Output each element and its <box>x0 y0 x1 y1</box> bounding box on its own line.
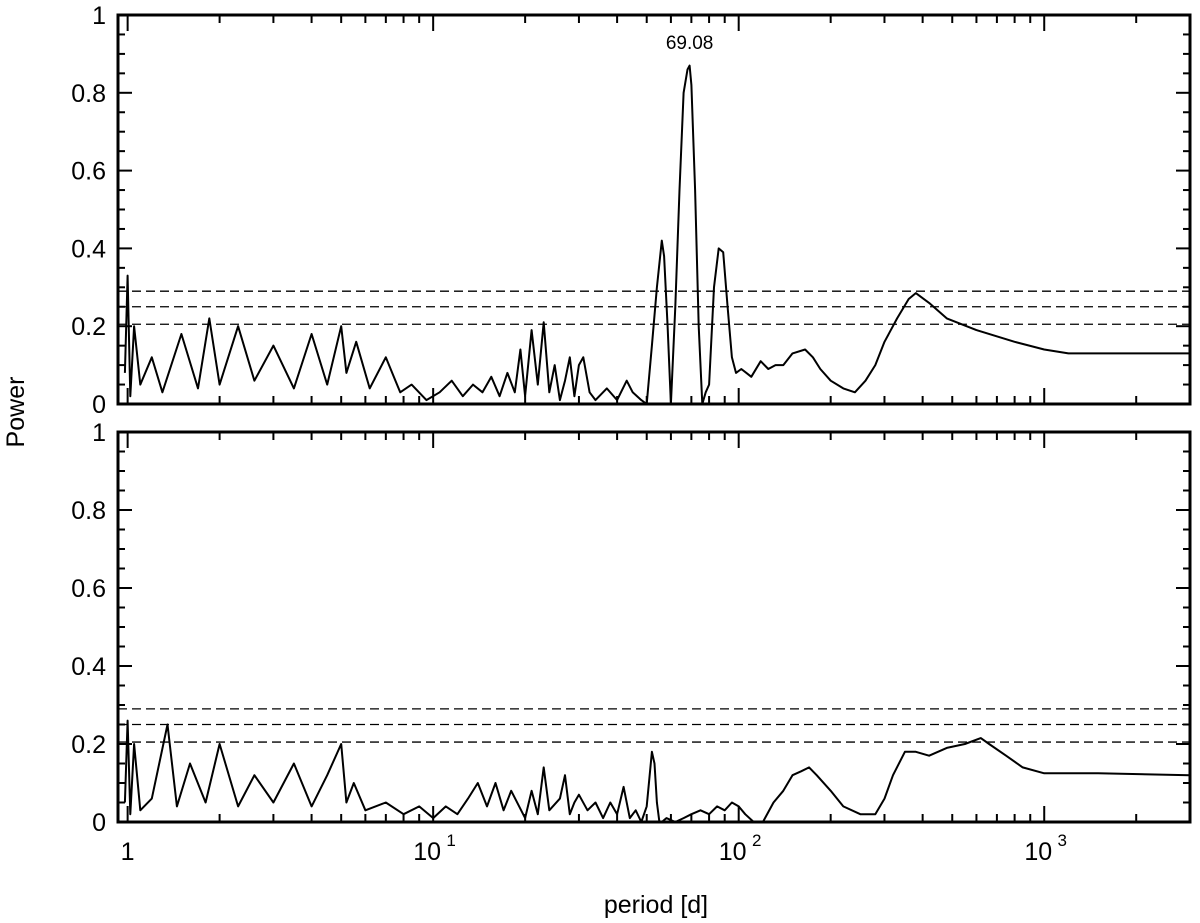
bottom-panel: 0 0.2 0.4 0.6 0.8 1 1 10 1 10 2 10 3 <box>71 419 1192 866</box>
y-tick-label: 0.2 <box>71 313 106 341</box>
y-tick-label: 0.8 <box>71 497 106 525</box>
y-tick-label: 0.8 <box>71 80 106 108</box>
x-axis-label: period [d] <box>604 891 708 919</box>
y-tick-label: 0.4 <box>71 235 106 263</box>
y-axis-label: Power <box>2 377 30 448</box>
x-tick-exponent: 2 <box>752 831 761 850</box>
y-tick-label: 1 <box>92 419 106 447</box>
plot-frame <box>116 13 1192 406</box>
y-tick-label: 0 <box>92 391 106 419</box>
y-tick-label: 0.4 <box>71 653 106 681</box>
y-tick-label: 0.6 <box>71 575 106 603</box>
y-tick-label: 1 <box>92 2 106 30</box>
x-tick-label: 10 <box>719 838 747 866</box>
top-panel: 0 0.2 0.4 0.6 0.8 1 69.08 <box>71 2 1192 419</box>
x-tick-label: 10 <box>1024 838 1052 866</box>
y-tick-label: 0.6 <box>71 158 106 186</box>
plot-frame <box>116 430 1192 824</box>
peak-annotation: 69.08 <box>666 33 714 54</box>
periodogram-line <box>123 64 1190 405</box>
y-tick-label: 0 <box>92 809 106 837</box>
periodogram-line <box>123 719 1191 823</box>
x-tick-exponent: 1 <box>446 831 455 850</box>
y-tick-label: 0.2 <box>71 731 106 759</box>
x-tick-label: 1 <box>121 838 135 866</box>
x-tick-label: 10 <box>413 838 441 866</box>
x-tick-exponent: 3 <box>1057 831 1066 850</box>
